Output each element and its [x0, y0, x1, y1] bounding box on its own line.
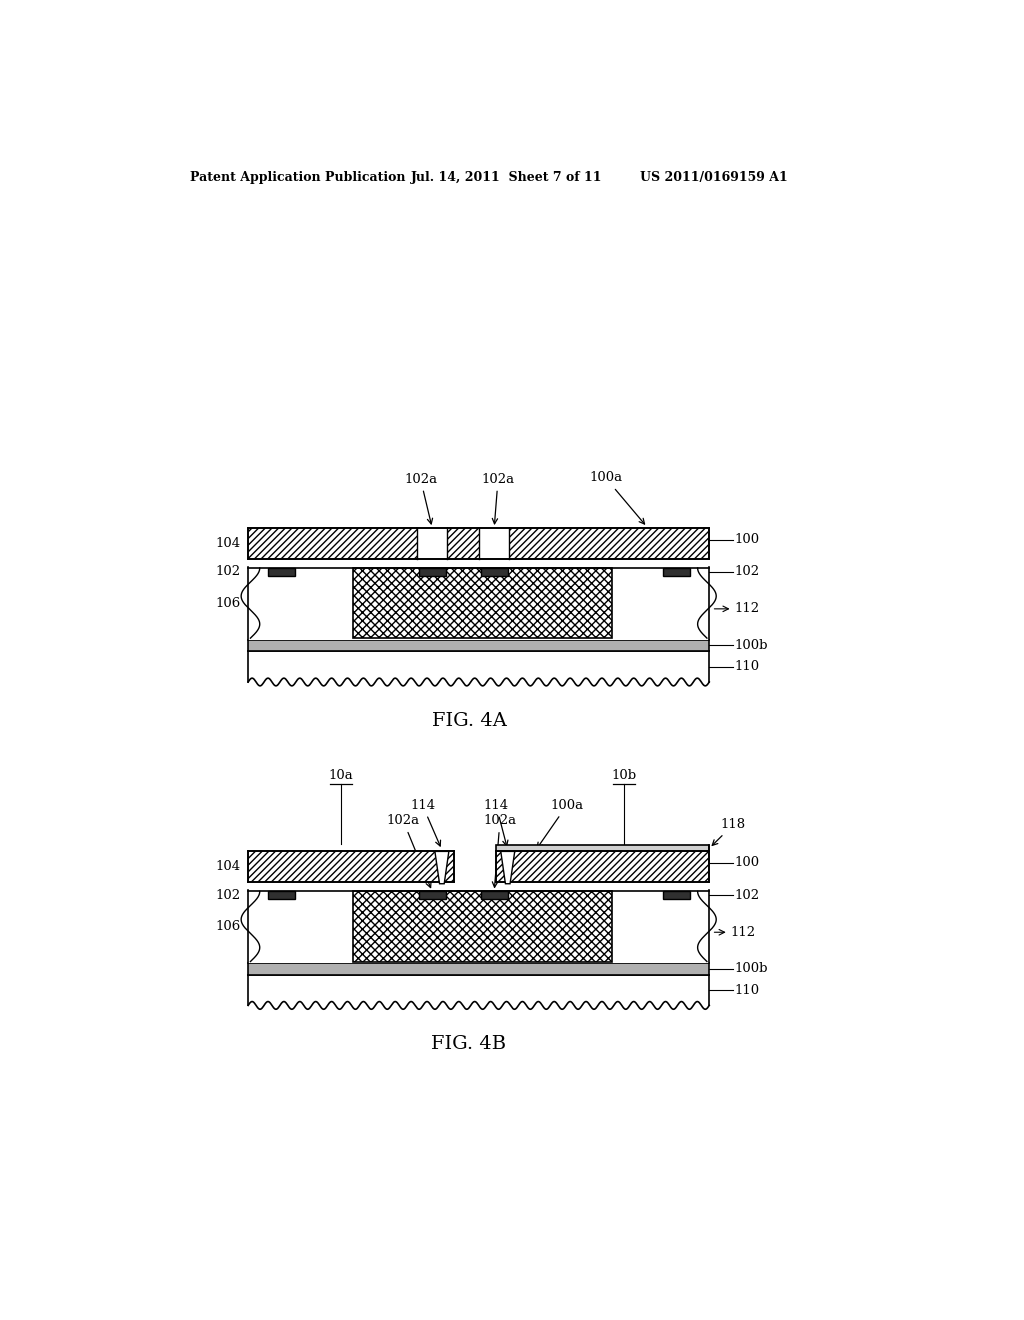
Text: 100b: 100b [734, 962, 768, 975]
Bar [480, 891, 508, 899]
Text: 102: 102 [215, 888, 241, 902]
Bar [496, 851, 710, 882]
Bar [419, 891, 445, 899]
Text: 102: 102 [734, 888, 759, 902]
Text: Jul. 14, 2011  Sheet 7 of 11: Jul. 14, 2011 Sheet 7 of 11 [411, 172, 602, 185]
Text: Patent Application Publication: Patent Application Publication [190, 172, 406, 185]
Text: 110: 110 [734, 660, 759, 673]
Text: 104: 104 [215, 537, 241, 550]
Text: 100: 100 [734, 857, 759, 870]
Bar [248, 566, 710, 640]
Bar [352, 891, 612, 961]
Text: 102a: 102a [404, 473, 437, 524]
Text: 106: 106 [215, 597, 241, 610]
Bar [248, 964, 710, 974]
Bar [248, 640, 710, 651]
Bar [663, 891, 690, 899]
Text: 118: 118 [713, 818, 746, 845]
Polygon shape [435, 851, 449, 884]
Text: 102a: 102a [387, 814, 431, 887]
Text: 100a: 100a [538, 799, 584, 847]
Text: 114: 114 [483, 799, 509, 846]
Bar [496, 845, 710, 851]
Text: 10b: 10b [611, 770, 637, 781]
Text: 100a: 100a [589, 471, 644, 524]
Text: 112: 112 [730, 925, 756, 939]
Bar [248, 890, 710, 964]
Text: 100: 100 [734, 533, 759, 546]
Text: 102: 102 [734, 565, 759, 578]
Polygon shape [501, 851, 515, 884]
Bar [248, 851, 454, 882]
Text: US 2011/0169159 A1: US 2011/0169159 A1 [640, 172, 787, 185]
Text: 104: 104 [215, 861, 241, 874]
Bar [267, 891, 295, 899]
Bar [480, 568, 508, 576]
Text: 102a: 102a [481, 473, 515, 524]
Text: 102: 102 [215, 565, 241, 578]
Bar [352, 568, 612, 638]
Text: FIG. 4A: FIG. 4A [431, 711, 507, 730]
Bar [419, 568, 445, 576]
Bar [248, 528, 710, 558]
Text: 106: 106 [215, 920, 241, 933]
Bar [417, 527, 447, 560]
Bar [479, 527, 509, 560]
Text: 112: 112 [734, 602, 759, 615]
Text: 10a: 10a [329, 770, 353, 781]
Text: 100b: 100b [734, 639, 768, 652]
Text: 110: 110 [734, 983, 759, 997]
Text: 114: 114 [410, 799, 440, 846]
Text: FIG. 4B: FIG. 4B [431, 1035, 507, 1053]
Bar [663, 568, 690, 576]
Text: 102a: 102a [483, 814, 516, 887]
Bar [267, 568, 295, 576]
